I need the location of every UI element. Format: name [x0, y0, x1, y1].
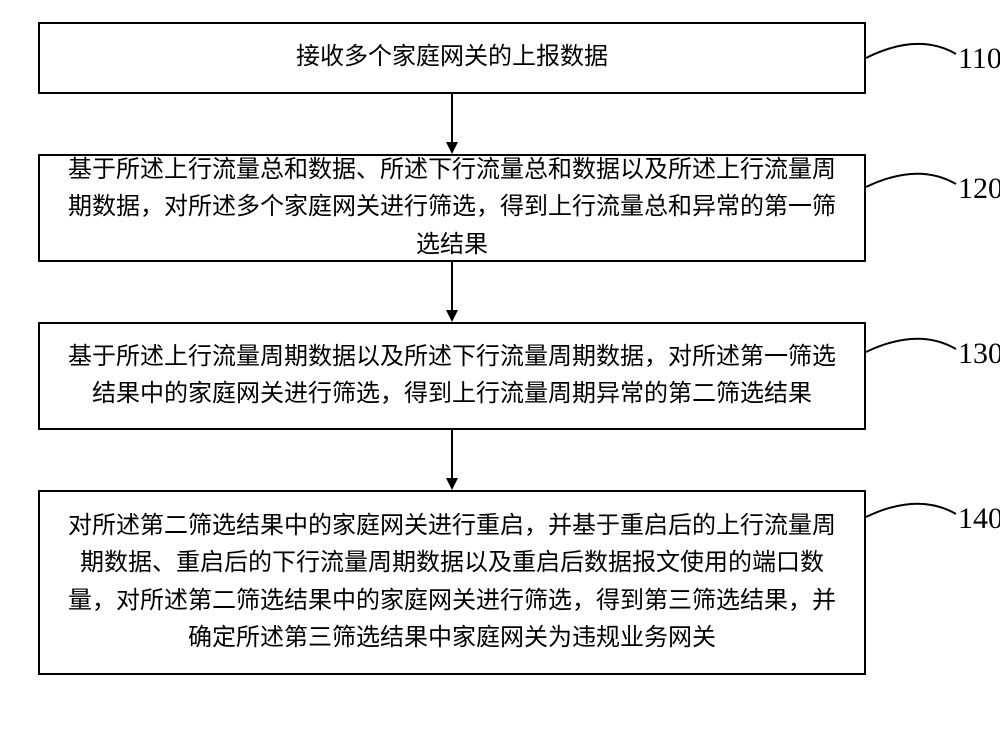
flow-node-140: 对所述第二筛选结果中的家庭网关进行重启，并基于重启后的上行流量周期数据、重启后的… [38, 490, 866, 675]
label-connector-140 [866, 504, 956, 517]
flow-label-130: 130 [958, 337, 1000, 371]
label-connector-130 [866, 339, 956, 352]
flow-node-110-text: 接收多个家庭网关的上报数据 [296, 39, 608, 76]
flow-node-130: 基于所述上行流量周期数据以及所述下行流量周期数据，对所述第一筛选结果中的家庭网关… [38, 322, 866, 430]
flow-label-140: 140 [958, 502, 1000, 536]
flow-node-120-text: 基于所述上行流量总和数据、所述下行流量总和数据以及所述上行流量周期数据，对所述多… [58, 152, 846, 264]
flow-label-120: 120 [958, 172, 1000, 206]
flow-node-110: 接收多个家庭网关的上报数据 [38, 22, 866, 94]
flow-node-120: 基于所述上行流量总和数据、所述下行流量总和数据以及所述上行流量周期数据，对所述多… [38, 154, 866, 262]
flow-node-130-text: 基于所述上行流量周期数据以及所述下行流量周期数据，对所述第一筛选结果中的家庭网关… [58, 339, 846, 413]
label-connector-120 [866, 174, 956, 187]
label-connector-110 [866, 44, 956, 58]
flow-label-110: 110 [958, 42, 1000, 76]
flow-node-140-text: 对所述第二筛选结果中的家庭网关进行重启，并基于重启后的上行流量周期数据、重启后的… [58, 508, 846, 657]
